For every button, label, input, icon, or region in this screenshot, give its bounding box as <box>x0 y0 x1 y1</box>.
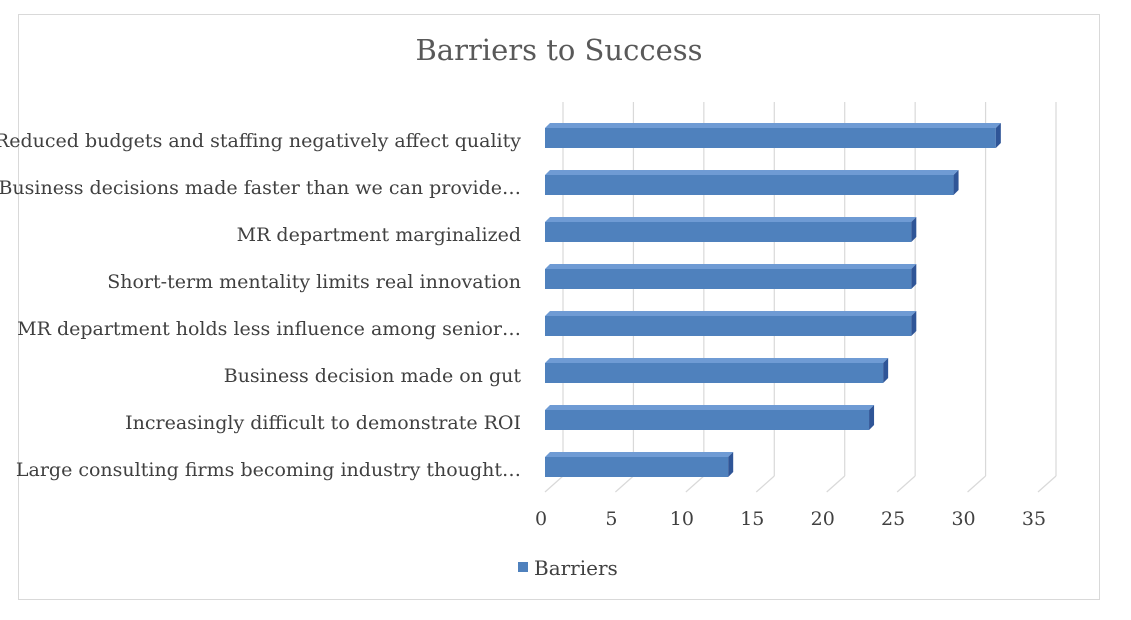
bar-top <box>545 452 734 457</box>
floor-gridline <box>896 475 916 493</box>
bar <box>545 363 884 383</box>
bar <box>545 175 954 195</box>
x-tick-label: 20 <box>811 508 835 530</box>
bar-side <box>911 217 917 242</box>
category-label: Large consulting firms becoming industry… <box>16 459 521 481</box>
bar <box>545 457 729 477</box>
floor-gridline <box>1037 475 1057 493</box>
category-label: Business decision made on gut <box>224 365 522 387</box>
bar <box>545 316 912 336</box>
floor-gridline <box>967 475 986 493</box>
bar <box>545 410 870 430</box>
bar-side <box>911 311 917 336</box>
category-label: Short-term mentality limits real innovat… <box>107 271 521 293</box>
bar-top <box>545 405 875 410</box>
bar-top <box>545 123 1001 128</box>
floor-gridline <box>615 475 634 493</box>
bar-top <box>545 264 917 269</box>
label-layer: Reduced budgets and staffing negatively … <box>0 130 521 481</box>
x-tick-label: 5 <box>605 508 617 530</box>
category-label: Increasingly difficult to demonstrate RO… <box>125 412 521 434</box>
bar-top <box>545 358 889 363</box>
category-label: MR department marginalized <box>237 224 521 246</box>
chart-frame <box>18 14 1100 600</box>
bar-side <box>728 452 734 477</box>
bar-side <box>953 170 959 195</box>
x-tick-label: 15 <box>740 508 764 530</box>
grid-layer <box>544 102 1057 493</box>
bar <box>545 269 912 289</box>
category-label: MR department holds less influence among… <box>17 318 521 340</box>
legend-swatch <box>518 562 528 572</box>
bar-side <box>869 405 875 430</box>
floor-gridline <box>544 475 564 493</box>
floor-gridline <box>755 475 775 493</box>
x-tick-label: 35 <box>1022 508 1046 530</box>
legend-label: Barriers <box>534 556 618 580</box>
x-tick-label: 25 <box>881 508 905 530</box>
bar-side <box>883 358 889 383</box>
category-label: Reduced budgets and staffing negatively … <box>0 130 521 152</box>
floor-gridline <box>685 475 705 493</box>
bar-top <box>545 311 917 316</box>
bar-side <box>911 264 917 289</box>
legend: Barriers <box>518 556 618 580</box>
x-tick-label: 10 <box>670 508 694 530</box>
bar-top <box>545 170 959 175</box>
bar-layer <box>545 123 1001 477</box>
x-tick-label: 30 <box>951 508 975 530</box>
floor-gridline <box>826 475 846 493</box>
bar-top <box>545 217 917 222</box>
x-tick-label: 0 <box>535 508 547 530</box>
bar <box>545 222 912 242</box>
bar-side <box>995 123 1001 148</box>
tick-layer: 0 5 10 15 20 25 30 35 <box>535 508 1046 530</box>
bar <box>545 128 996 148</box>
category-label: Business decisions made faster than we c… <box>0 177 521 199</box>
chart-title: Barriers to Success <box>415 33 702 67</box>
